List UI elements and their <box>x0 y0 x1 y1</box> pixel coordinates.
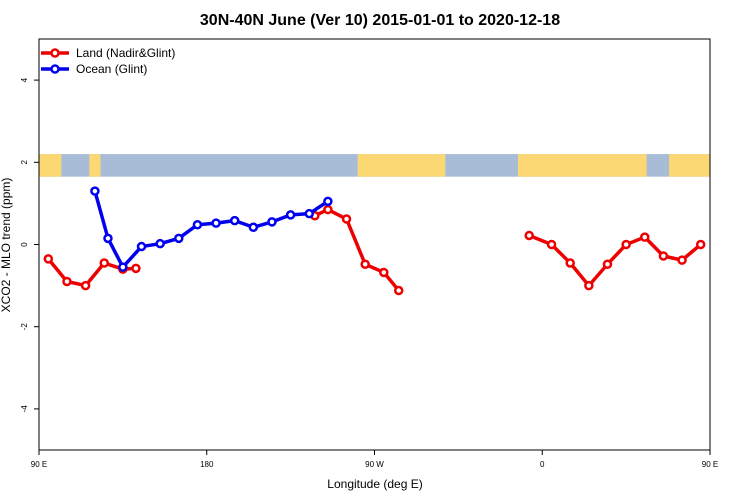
land-data-point <box>602 259 613 269</box>
map-land <box>518 154 647 177</box>
y-tick-label: -2 <box>20 323 29 331</box>
ocean-legend-marker <box>50 64 60 74</box>
land-series-line <box>528 233 702 288</box>
x-tick-label: 180 <box>200 460 214 469</box>
y-tick-label: 0 <box>20 242 29 247</box>
ocean-data-point <box>211 218 221 228</box>
land-data-point <box>677 255 687 265</box>
ocean-data-point <box>103 233 113 244</box>
ocean-data-point <box>229 215 240 226</box>
ocean-data-point <box>285 210 296 220</box>
land-data-point <box>379 267 389 278</box>
y-tick-label: -4 <box>20 405 29 413</box>
land-legend-label: Land (Nadir&Glint) <box>76 46 175 60</box>
ocean-data-point <box>248 222 259 232</box>
ocean-data-point <box>155 238 165 249</box>
x-tick-label: 0 <box>540 460 545 469</box>
land-data-point <box>360 259 370 269</box>
land-data-point <box>323 204 333 215</box>
ocean-data-point <box>323 196 333 207</box>
land-data-point <box>80 280 91 291</box>
land-data-point <box>584 280 594 291</box>
x-tick-label: 90 E <box>31 460 47 469</box>
land-data-point <box>393 285 404 296</box>
ocean-data-point <box>267 217 277 227</box>
land-series-line <box>314 207 401 292</box>
chart-title: 30N-40N June (Ver 10) 2015-01-01 to 2020… <box>200 12 560 29</box>
map-land <box>39 154 62 177</box>
map-land <box>357 154 446 177</box>
land-data-point <box>62 276 72 287</box>
plot-area <box>43 186 706 296</box>
y-axis: -4 -2 0 2 4 <box>20 77 39 412</box>
x-tick-label: 90 W <box>365 460 384 469</box>
land-data-point <box>546 239 557 250</box>
y-tick-label: 2 <box>20 160 29 165</box>
y-tick-label: 4 <box>20 77 29 82</box>
ocean-data-point <box>118 262 128 272</box>
land-data-point <box>524 230 534 241</box>
land-data-point <box>565 258 575 268</box>
ocean-data-point <box>192 220 203 230</box>
land-data-point <box>99 258 109 268</box>
ocean-data-point <box>136 241 147 252</box>
land-data-point <box>131 263 141 274</box>
x-tick-label: 90 E <box>702 460 718 469</box>
ocean-legend-label: Ocean (Glint) <box>76 62 147 76</box>
land-data-point <box>658 251 669 261</box>
ocean-data-point <box>90 186 100 196</box>
map-land <box>668 154 710 177</box>
land-legend-marker <box>50 48 60 58</box>
y-axis-label: XCO2 - MLO trend (ppm) <box>0 178 13 313</box>
legend: Land (Nadir&Glint) Ocean (Glint) <box>41 46 175 76</box>
land-data-point <box>695 239 706 250</box>
map-land <box>89 154 101 177</box>
ocean-series-line <box>93 190 329 269</box>
land-data-point <box>640 232 650 242</box>
ocean-data-point <box>304 208 315 219</box>
world-map-strip <box>39 154 710 177</box>
ocean-data-point <box>174 233 184 244</box>
x-axis-label: Longitude (deg E) <box>327 477 422 491</box>
land-data-point <box>621 239 631 250</box>
land-data-point <box>43 254 54 264</box>
land-data-point <box>341 214 352 224</box>
x-axis: 90 E 180 90 W 0 90 E <box>31 450 718 469</box>
